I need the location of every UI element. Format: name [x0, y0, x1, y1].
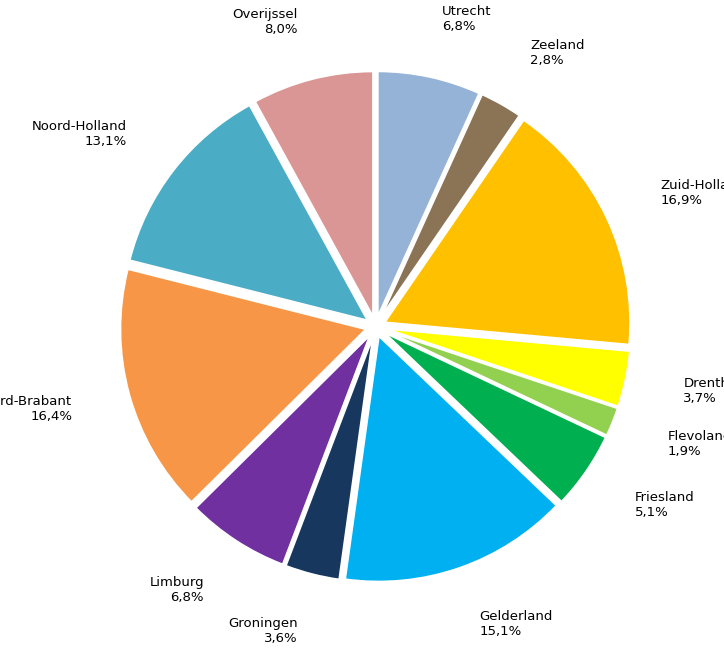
- Text: Groningen
3,6%: Groningen 3,6%: [228, 617, 298, 645]
- Text: Flevoland
1,9%: Flevoland 1,9%: [668, 430, 724, 458]
- Text: Drenthe
3,7%: Drenthe 3,7%: [683, 377, 724, 406]
- Wedge shape: [384, 332, 606, 502]
- Wedge shape: [345, 336, 557, 582]
- Text: Noord-Brabant
16,4%: Noord-Brabant 16,4%: [0, 395, 72, 423]
- Text: Gelderland
15,1%: Gelderland 15,1%: [479, 610, 552, 638]
- Wedge shape: [384, 330, 618, 436]
- Text: Noord-Holland
13,1%: Noord-Holland 13,1%: [32, 120, 127, 148]
- Text: Friesland
5,1%: Friesland 5,1%: [635, 491, 694, 519]
- Text: Limburg
6,8%: Limburg 6,8%: [149, 576, 204, 604]
- Text: Overijssel
8,0%: Overijssel 8,0%: [232, 8, 298, 36]
- Wedge shape: [286, 336, 373, 579]
- Wedge shape: [378, 71, 479, 317]
- Wedge shape: [120, 269, 366, 502]
- Text: Zeeland
2,8%: Zeeland 2,8%: [530, 38, 585, 66]
- Text: Zuid-Holland
16,9%: Zuid-Holland 16,9%: [660, 179, 724, 207]
- Wedge shape: [195, 335, 370, 564]
- Text: Utrecht
6,8%: Utrecht 6,8%: [442, 5, 492, 33]
- Wedge shape: [380, 94, 520, 318]
- Wedge shape: [384, 120, 631, 345]
- Wedge shape: [385, 329, 630, 407]
- Wedge shape: [130, 105, 368, 320]
- Wedge shape: [255, 72, 373, 317]
